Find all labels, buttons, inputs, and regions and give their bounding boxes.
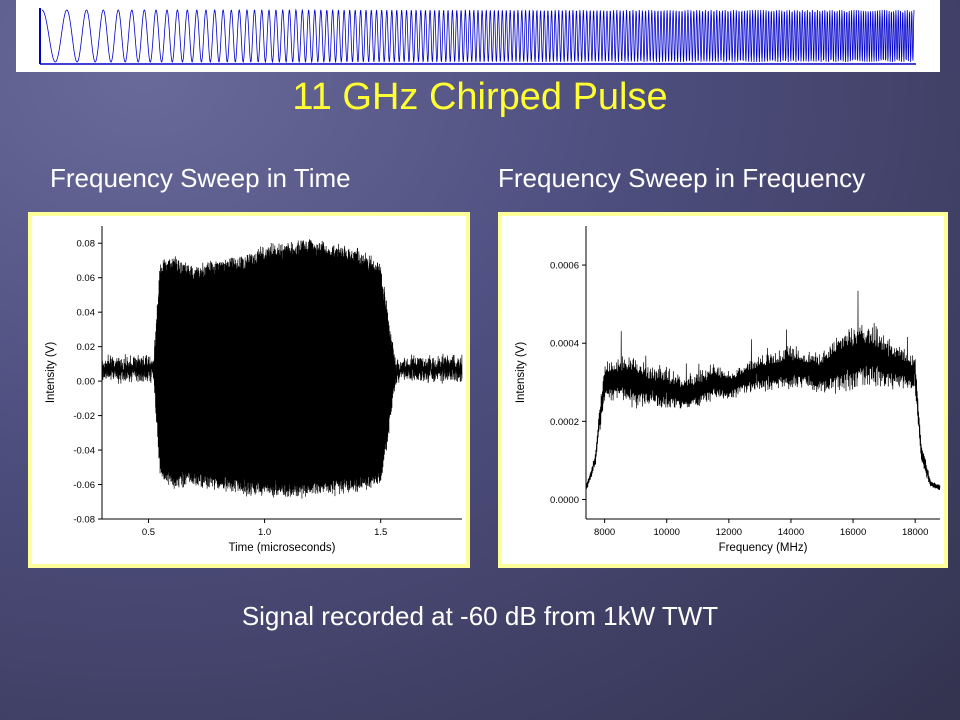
frequency-chart-y-axis-label: Intensity (V): [515, 342, 527, 404]
banner: [16, 0, 940, 72]
frequency-chart-x-tick-label: 12000: [716, 527, 742, 538]
frequency-chart-x-tick-label: 18000: [902, 527, 928, 538]
frequency-chart-x-tick-label: 14000: [778, 527, 804, 538]
time-chart-y-tick-label: -0.02: [73, 411, 95, 422]
time-chart-y-tick-label: 0.06: [77, 273, 96, 284]
frequency-chart-y-tick-label: 0.0006: [550, 261, 579, 272]
time-signal-trace: [101, 239, 463, 499]
slide-title: 11 GHz Chirped Pulse: [292, 76, 668, 118]
frequency-chart-y-tick-label: 0.0002: [550, 417, 579, 428]
frequency-chart-x-tick-label: 16000: [840, 527, 866, 538]
chirp-waveform-banner: [39, 8, 916, 65]
frequency-chart-x-tick-label: 10000: [654, 527, 680, 538]
right-chart-heading: Frequency Sweep in Frequency: [498, 163, 866, 193]
time-domain-chart: 0.08 0.06 0.04 0.02 0.00 -0.02 -0.04 -0.06 -0.08…: [32, 216, 466, 564]
left-chart-heading: Frequency Sweep in Time: [50, 163, 351, 193]
frequency-domain-chart: 0.0006 0.0004 0.0002 0.0000 8000 10000 12000 14…: [502, 216, 944, 564]
time-chart-x-tick-label: 1.0: [258, 527, 271, 538]
time-chart-y-tick-label: -0.08: [73, 515, 95, 526]
chirp-waveform-trace: [41, 8, 915, 64]
time-chart-y-tick-label: 0.02: [77, 342, 96, 353]
time-chart-frame: 0.08 0.06 0.04 0.02 0.00 -0.02 -0.04 -0.06 -0.08…: [28, 212, 470, 568]
time-chart-y-tick-label: 0.04: [77, 308, 96, 319]
frequency-chart-frame: 0.0006 0.0004 0.0002 0.0000 8000 10000 12000 14…: [498, 212, 948, 568]
caption: Signal recorded at -60 dB from 1kW TWT: [241, 601, 719, 631]
time-chart-y-tick-label: -0.04: [73, 446, 95, 457]
time-chart-y-tick-label: 0.08: [77, 239, 96, 250]
frequency-chart-y-tick-label: 0.0000: [550, 495, 579, 506]
frequency-chart-x-axis-label: Frequency (MHz): [719, 542, 808, 554]
frequency-chart-y-tick-label: 0.0004: [550, 339, 579, 350]
time-chart-y-tick-label: 0.00: [77, 377, 96, 388]
time-chart-x-tick-label: 0.5: [142, 527, 155, 538]
time-chart-x-tick-label: 1.5: [374, 527, 387, 538]
time-chart-y-tick-label: -0.06: [73, 480, 95, 491]
time-chart-y-axis-label: Intensity (V): [45, 342, 57, 404]
time-chart-x-axis-label: Time (microseconds): [229, 542, 336, 554]
frequency-chart-x-tick-label: 8000: [594, 527, 615, 538]
